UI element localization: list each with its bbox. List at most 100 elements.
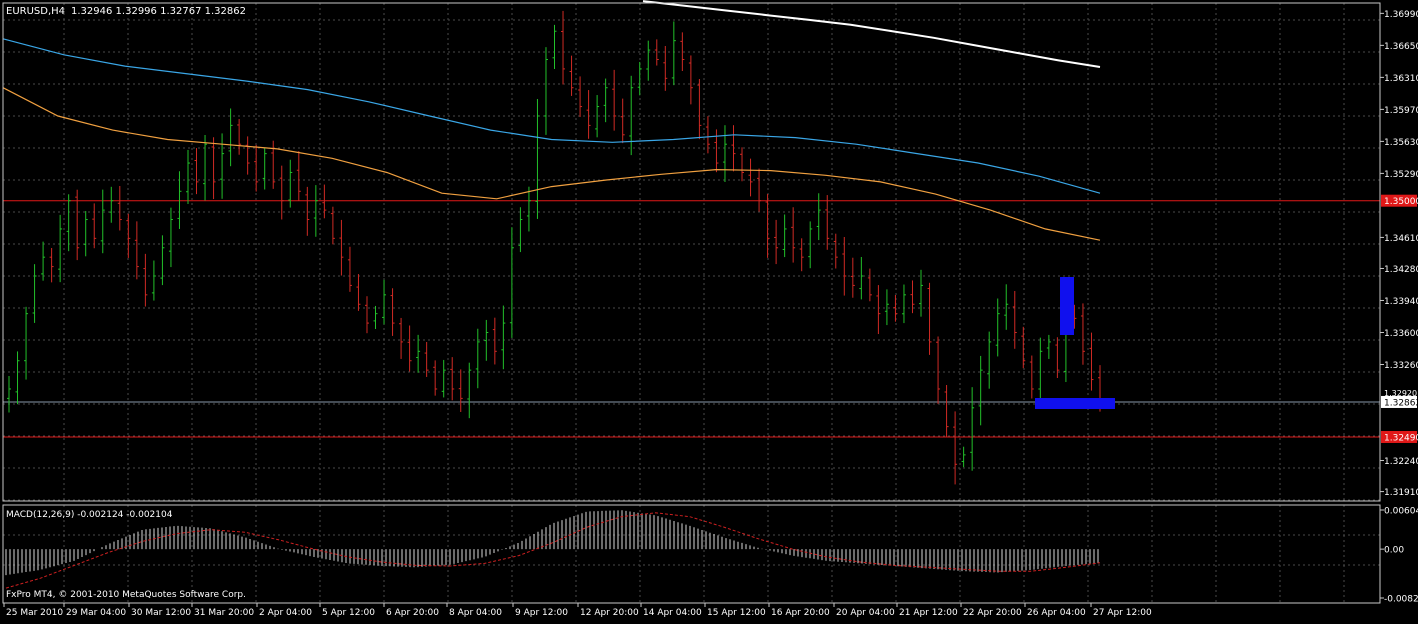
ohlc-bar <box>705 116 710 154</box>
ohlc-bar <box>910 280 915 314</box>
ohlc-bar <box>41 241 46 281</box>
ohlc-bar <box>850 257 855 298</box>
ohlc-bar <box>595 95 600 138</box>
ohlc-bar <box>509 227 514 338</box>
time-tick-label: 20 Apr 04:00 <box>836 608 895 618</box>
macd-tick-label: -0.00828 <box>1384 595 1418 605</box>
time-tick-label: 14 Apr 04:00 <box>643 608 702 618</box>
ohlc-bar <box>1004 284 1009 330</box>
time-tick-label: 22 Apr 20:00 <box>963 608 1022 618</box>
macd-subwindow <box>5 510 1101 589</box>
ohlc-bar <box>100 189 105 254</box>
ohlc-bar <box>1012 291 1017 349</box>
price-tick-label: 1.35970 <box>1384 106 1418 116</box>
ohlc-bar <box>961 446 966 468</box>
ohlc-bar <box>467 362 472 419</box>
ohlc-bar <box>782 214 787 258</box>
ohlc-bar <box>390 288 395 336</box>
ohlc-bar <box>313 185 318 237</box>
ohlc-bar <box>535 99 540 219</box>
ohlc-bar <box>109 186 114 223</box>
price-bars <box>7 10 1102 485</box>
ohlc-bar <box>296 151 301 201</box>
current-price-box <box>1381 395 1417 408</box>
price-tick-label: 1.36650 <box>1384 42 1418 52</box>
highlight-box-horizontal[interactable] <box>1035 398 1115 409</box>
ohlc-bar <box>561 10 566 85</box>
ohlc-bar <box>816 193 821 241</box>
ohlc-bar <box>484 319 489 361</box>
ohlc-bar <box>1038 337 1043 403</box>
ohlc-bar <box>160 235 165 286</box>
price-tick-label: 1.31910 <box>1384 488 1418 498</box>
ohlc-bar <box>552 24 557 70</box>
ohlc-bar <box>944 385 949 437</box>
ohlc-bar <box>185 149 190 205</box>
level-price-label-bg <box>1381 430 1417 443</box>
ohlc-bar <box>740 147 745 182</box>
ohlc-bar <box>612 69 617 131</box>
time-tick-label: 5 Apr 12:00 <box>322 608 375 618</box>
ohlc-bar <box>330 206 335 245</box>
ohlc-bar <box>450 357 455 401</box>
time-tick-label: 27 Apr 12:00 <box>1093 608 1152 618</box>
time-tick-label: 16 Apr 20:00 <box>771 608 830 618</box>
ohlc-bar <box>58 214 63 283</box>
ohlc-bar <box>893 294 898 322</box>
grid <box>3 3 1380 603</box>
ohlc-bar <box>543 47 548 135</box>
ohlc-bar <box>953 411 958 485</box>
main-window-frame <box>2 2 1381 502</box>
level-price-label: 1.35000 <box>1384 197 1418 207</box>
ohlc-bar <box>927 282 932 355</box>
ohlc-bar <box>1029 355 1034 399</box>
ohlc-bar <box>407 325 412 372</box>
ohlc-bar <box>995 298 1000 357</box>
price-tick-label: 1.33260 <box>1384 361 1418 371</box>
ohlc-bar <box>825 195 830 250</box>
time-tick-label: 9 Apr 12:00 <box>515 608 568 618</box>
ohlc-bar <box>833 233 838 269</box>
ohlc-bar <box>24 306 29 380</box>
ohlc-bar <box>151 260 156 301</box>
ohlc-bar <box>177 171 182 229</box>
highlight-boxes[interactable] <box>1035 277 1115 409</box>
ohlc-bar <box>518 207 523 253</box>
ohlc-bar <box>245 136 250 175</box>
ohlc-bar <box>373 305 378 330</box>
ohlc-bar <box>680 32 685 72</box>
ohlc-bar <box>203 134 208 201</box>
ohlc-bar <box>671 21 676 86</box>
highlight-box-vertical[interactable] <box>1060 277 1074 335</box>
ohlc-bar <box>32 264 37 323</box>
ohlc-bar <box>757 168 762 212</box>
time-tick-label: 6 Apr 20:00 <box>386 608 439 618</box>
ohlc-bar <box>859 256 864 300</box>
ohlc-bar <box>765 193 770 258</box>
symbol-header: EURUSD,H4 1.32946 1.32996 1.32767 1.32862 <box>6 6 246 17</box>
price-tick-label: 1.33600 <box>1384 329 1418 339</box>
ohlc-bar <box>936 336 941 404</box>
ohlc-bar <box>458 369 463 412</box>
time-tick-label: 25 Mar 2010 <box>6 608 63 618</box>
time-tick-label: 21 Apr 12:00 <box>899 608 958 618</box>
ohlc-bar <box>322 184 327 219</box>
ohlc-bar <box>433 360 438 396</box>
macd-label: MACD(12,26,9) -0.002124 -0.002104 <box>6 510 173 520</box>
ohlc-bar <box>1080 303 1085 365</box>
ohlc-bar <box>262 147 267 190</box>
ohlc-bar <box>646 40 651 81</box>
ohlc-bar <box>978 355 983 426</box>
level-price-label-bg <box>1381 194 1417 207</box>
ohlc-bar <box>424 342 429 377</box>
ohlc-bar <box>569 55 574 96</box>
time-tick-label: 12 Apr 20:00 <box>580 608 639 618</box>
ohlc-bar <box>586 90 591 139</box>
ohlc-bar <box>774 219 779 265</box>
ohlc-bar <box>919 269 924 317</box>
ohlc-bar <box>688 55 693 105</box>
horizontal-lines[interactable] <box>3 200 1380 438</box>
